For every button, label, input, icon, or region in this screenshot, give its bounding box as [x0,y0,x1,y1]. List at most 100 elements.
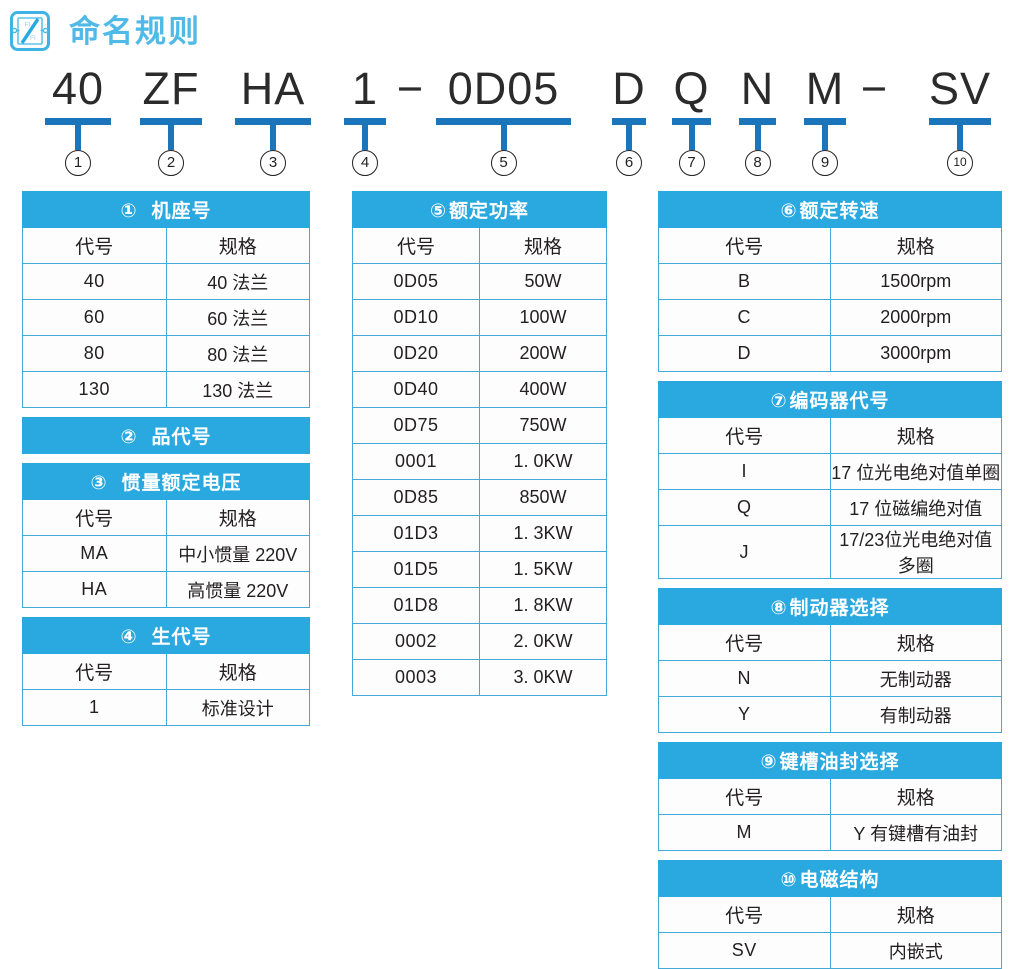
code-segment-leader-line [626,118,632,150]
cell-spec: 200W [479,335,607,372]
column-header-spec: 规格 [829,896,1002,933]
table-rated-speed: ⑥ 额定转速 代号 规格 B 1500rpm C 2000rpm D 3000rpm [658,191,1002,372]
code-segment-leader-line [822,118,828,150]
table-row: D 3000rpm [658,335,1002,372]
column-header-code: 代号 [658,227,831,264]
table-section-number: ① [120,201,138,222]
table-encoder-code: ⑦ 编码器代号 代号 规格 I 17 位光电绝对值单圈 Q 17 位磁编绝对值 J 17/23位光… [658,381,1002,579]
cell-spec: 3000rpm [829,335,1002,372]
table-column-header: 代号 规格 [352,227,607,264]
cell-spec: 1. 5KW [479,551,607,588]
table-section-number: ⑤ [429,201,448,222]
code-segment-text: 1 [351,63,379,114]
spec-column-middle: ⑤ 额定功率 代号 规格 0D05 50W 0D10 100W 0D20 200W 0D40 400W… [352,191,607,696]
table-section-number: ③ [90,473,108,494]
code-separator-dash: − [860,63,888,114]
code-segment-marker: 8 [744,150,771,176]
column-header-code: 代号 [658,624,831,661]
code-segment-text: 0D05 [447,63,560,114]
table-section-title: ⑨ 键槽油封选择 [658,742,1002,779]
table-section-number: ⑦ [770,391,788,412]
table-row: SV 内嵌式 [658,932,1002,969]
cell-spec: 2000rpm [829,299,1002,336]
table-rated-power: ⑤ 额定功率 代号 规格 0D05 50W 0D10 100W 0D20 200W 0D40 400W… [352,191,607,696]
code-segment-leader-line [270,118,276,150]
table-section-header: ④ 生代号 [22,617,310,654]
cell-code: 60 [22,299,167,336]
spec-column-right: ⑥ 额定转速 代号 规格 B 1500rpm C 2000rpm D 3000rpm ⑦ 编码器代号… [658,191,1002,969]
cell-code: Y [658,696,831,733]
code-segment-text: 40 [51,63,105,114]
table-section-title: ⑥ 额定转速 [658,191,1002,228]
table-row: 130 130 法兰 [22,371,310,408]
column-header-code: 代号 [22,227,167,264]
code-segment-text: Q [673,63,710,114]
cell-spec: 850W [479,479,607,516]
table-row: 40 40 法兰 [22,263,310,300]
cell-code: 0D75 [352,407,480,444]
code-segment-5: 0D05 5 [436,62,571,178]
cell-spec: 400W [479,371,607,408]
table-row: 01D5 1. 5KW [352,551,607,588]
table-column-header: 代号 规格 [658,778,1002,815]
cell-spec: 1. 8KW [479,587,607,624]
table-column-header: 代号 规格 [22,499,310,536]
cell-code: MA [22,535,167,572]
code-segment-text: D [612,63,646,114]
cell-spec: 标准设计 [165,689,310,726]
table-section-title: ③ 惯量额定电压 [22,463,310,500]
column-header-spec: 规格 [165,499,310,536]
table-row: B 1500rpm [658,263,1002,300]
table-row: 01D3 1. 3KW [352,515,607,552]
table-row: 0D10 100W [352,299,607,336]
table-row: 0D75 750W [352,407,607,444]
column-header-spec: 规格 [165,227,310,264]
code-segment-marker: 7 [678,150,705,176]
cell-code: 1 [22,689,167,726]
cell-code: D [658,335,831,372]
table-design-code: ④ 生代号 代号 规格 1 标准设计 [22,617,310,726]
table-row: 0002 2. 0KW [352,623,607,660]
table-row: 0001 1. 0KW [352,443,607,480]
cell-code: 01D5 [352,551,480,588]
table-section-header: ⑦ 编码器代号 [658,381,1002,418]
cell-spec: 3. 0KW [479,659,607,696]
table-row: Q 17 位磁编绝对值 [658,489,1002,526]
table-column-header: 代号 规格 [658,227,1002,264]
table-column-header: 代号 规格 [22,653,310,690]
cell-spec: 17 位磁编绝对值 [829,489,1002,526]
table-section-title: ① 机座号 [22,191,310,228]
cell-code: SV [658,932,831,969]
table-brake-option: ⑧ 制动器选择 代号 规格 N 无制动器 Y 有制动器 [658,588,1002,733]
table-product-code: ② 品代号 [22,417,310,454]
cell-spec: 40 法兰 [165,263,310,300]
code-segment-1: 40 1 [45,62,111,178]
table-magnetic-structure: ⑩ 电磁结构 代号 规格 SV 内嵌式 [658,860,1002,969]
table-section-header: ③ 惯量额定电压 [22,463,310,500]
table-column-header: 代号 规格 [658,624,1002,661]
cell-code: J [658,525,831,579]
column-header-spec: 规格 [829,778,1002,815]
code-segment-leader-line [500,118,507,150]
cell-spec: 80 法兰 [165,335,310,372]
code-segment-marker: 3 [260,150,286,176]
code-segment-leader-line [362,118,368,150]
cell-spec: 17 位光电绝对值单圈 [829,453,1002,490]
table-row: 0003 3. 0KW [352,659,607,696]
cell-code: 0D85 [352,479,480,516]
page-header: FI FI 命名规则 [0,0,1017,62]
code-segment-marker: 9 [812,150,838,176]
cell-code: HA [22,571,167,608]
table-column-header: 代号 规格 [22,227,310,264]
code-segment-text: N [740,63,775,114]
code-segment-marker: 5 [490,150,517,176]
table-row: Y 有制动器 [658,696,1002,733]
cell-spec: 750W [479,407,607,444]
table-row: 0D20 200W [352,335,607,372]
code-separator-dash: − [396,63,424,114]
table-section-number: ⑩ [780,870,798,891]
code-segment-leader-line [688,118,695,150]
table-row: 0D05 50W [352,263,607,300]
cell-spec: 内嵌式 [829,932,1002,969]
